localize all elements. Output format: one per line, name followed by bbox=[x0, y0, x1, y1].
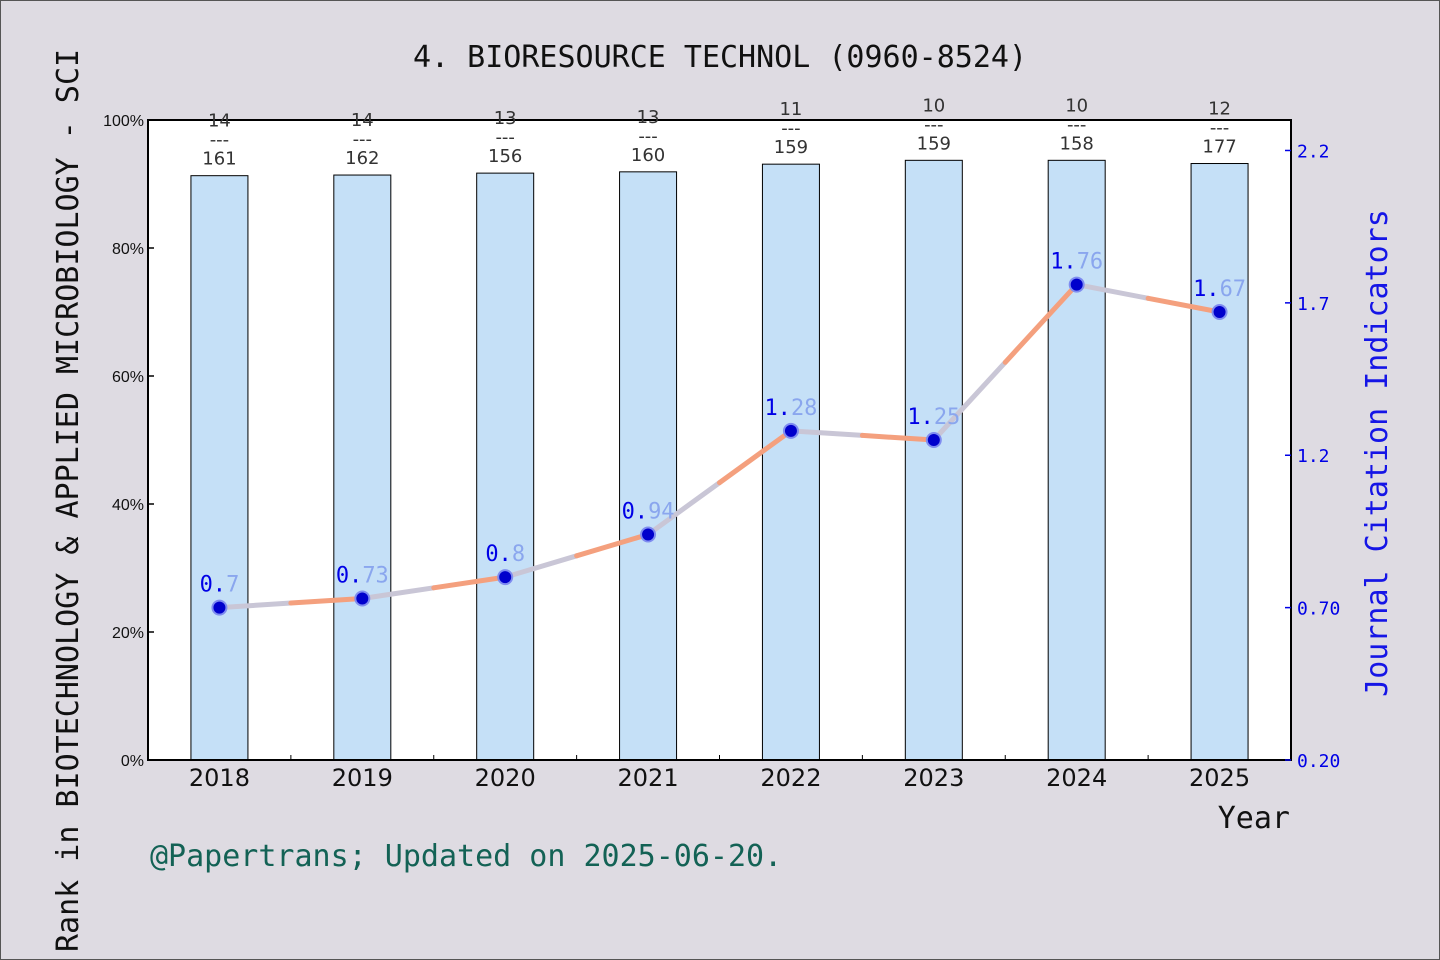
line-segment bbox=[788, 428, 865, 438]
left-tick-label: 20% bbox=[112, 625, 144, 642]
jci-value-label: 0.73 bbox=[336, 563, 389, 588]
point-2019 bbox=[354, 590, 371, 607]
rank-divider: --- bbox=[353, 129, 373, 150]
rank-divider: --- bbox=[924, 114, 944, 135]
jci-value-label: 0.94 bbox=[622, 499, 675, 524]
right-tick-label: 0.70 bbox=[1297, 599, 1340, 620]
bar-2018 bbox=[190, 175, 249, 761]
x-tick-label-2018: 2018 bbox=[189, 764, 250, 792]
right-tick-label: 2.2 bbox=[1297, 141, 1330, 162]
rank-divider: --- bbox=[781, 118, 801, 139]
right-axis-title: Journal Citation Indicators bbox=[1360, 209, 1395, 697]
point-2023 bbox=[925, 432, 942, 448]
line-segment bbox=[931, 359, 1008, 443]
x-tick-label-2021: 2021 bbox=[618, 764, 679, 792]
line-segment bbox=[859, 432, 937, 443]
rank-position: 11 bbox=[779, 99, 802, 120]
right-tick-label: 0.20 bbox=[1297, 751, 1340, 772]
bar-2024 bbox=[1047, 159, 1106, 761]
bar-2021 bbox=[619, 171, 678, 761]
left-tick-label: 80% bbox=[112, 241, 144, 258]
right-tick-label: 1.7 bbox=[1297, 294, 1330, 315]
left-tick-label: 100% bbox=[103, 113, 144, 130]
jci-value-label: 0.7 bbox=[200, 573, 240, 598]
x-tick-label-2024: 2024 bbox=[1046, 764, 1107, 792]
jci-value-label: 0.8 bbox=[485, 542, 525, 567]
x-tick-label-2020: 2020 bbox=[475, 764, 536, 792]
point-2024 bbox=[1068, 276, 1085, 293]
rank-total: 159 bbox=[917, 133, 951, 154]
jci-line bbox=[211, 276, 1228, 616]
rank-total: 160 bbox=[631, 145, 665, 166]
line-segment bbox=[502, 553, 580, 580]
bar-2023 bbox=[904, 159, 963, 761]
rank-labels: 161---14162---14156---13160---13159---11… bbox=[202, 95, 1236, 169]
rank-divider: --- bbox=[1210, 118, 1230, 139]
rank-position: 13 bbox=[494, 108, 517, 129]
line-segment bbox=[574, 531, 651, 559]
x-tick-label-2023: 2023 bbox=[903, 764, 964, 792]
left-axis-title: Rank in BIOTECHNOLOGY & APPLIED MICROBIO… bbox=[51, 49, 86, 952]
point-2020 bbox=[497, 569, 514, 586]
x-axis: 2018 2019 2020 2021 2022 2023 2024 2025 bbox=[189, 755, 1250, 792]
left-tick-label: 60% bbox=[112, 369, 144, 386]
point-2021 bbox=[640, 526, 657, 543]
line-segment bbox=[288, 595, 365, 606]
line-segment bbox=[1145, 295, 1223, 315]
chart-title: 4. BIORESOURCE TECHNOL (0960-8524) bbox=[413, 40, 1027, 75]
right-axis: 0.20 0.70 1.2 1.7 2.2 bbox=[1285, 141, 1340, 772]
rank-position: 13 bbox=[637, 107, 660, 128]
line-segment bbox=[1002, 282, 1080, 365]
line-segment bbox=[645, 480, 722, 537]
rank-position: 10 bbox=[1065, 95, 1088, 116]
rank-total: 177 bbox=[1202, 137, 1236, 158]
jci-value-label: 1.76 bbox=[1050, 250, 1103, 275]
rank-total: 156 bbox=[488, 146, 522, 167]
jci-labels: 0.7 0.73 0.8 0.94 1.28 1.25 1.76 1.67 bbox=[200, 250, 1247, 598]
left-tick-label: 40% bbox=[112, 497, 144, 514]
plot-area bbox=[148, 120, 1291, 760]
left-tick-label: 0% bbox=[121, 753, 144, 770]
rank-total: 159 bbox=[774, 137, 808, 158]
rank-total: 158 bbox=[1060, 133, 1094, 154]
point-2018 bbox=[211, 599, 228, 616]
x-tick-label-2022: 2022 bbox=[760, 764, 821, 792]
right-tick-label: 1.2 bbox=[1297, 446, 1330, 467]
rank-position: 14 bbox=[208, 111, 231, 132]
bar-2019 bbox=[333, 174, 392, 761]
x-axis-title: Year bbox=[1218, 801, 1290, 836]
rank-total: 161 bbox=[202, 149, 236, 170]
jci-value-label: 1.67 bbox=[1193, 277, 1246, 302]
rank-divider: --- bbox=[210, 130, 230, 151]
jci-value-label: 1.25 bbox=[907, 405, 960, 430]
jci-value-label: 1.28 bbox=[764, 396, 817, 421]
rank-position: 12 bbox=[1208, 99, 1231, 120]
point-2025 bbox=[1211, 304, 1228, 320]
footer-credit: @Papertrans; Updated on 2025-06-20. bbox=[150, 839, 782, 874]
bar-2020 bbox=[476, 172, 535, 761]
x-tick-label-2025: 2025 bbox=[1189, 764, 1250, 792]
line-segment bbox=[431, 574, 508, 591]
line-segment bbox=[1074, 282, 1151, 301]
line-segment bbox=[717, 428, 794, 486]
rank-position: 10 bbox=[922, 95, 945, 116]
rank-divider: --- bbox=[1067, 114, 1087, 135]
line-segment bbox=[359, 585, 437, 601]
x-tick-label-2019: 2019 bbox=[332, 764, 393, 792]
point-2022 bbox=[782, 422, 799, 439]
bar-2025 bbox=[1190, 163, 1249, 761]
line-segment bbox=[216, 600, 294, 611]
rank-total: 162 bbox=[345, 148, 379, 169]
left-axis: 0% 20% 40% 60% 80% 100% bbox=[103, 113, 154, 770]
rank-divider: --- bbox=[495, 127, 515, 148]
rank-position: 14 bbox=[351, 110, 374, 131]
bar-2022 bbox=[761, 163, 820, 761]
rank-divider: --- bbox=[638, 126, 658, 147]
